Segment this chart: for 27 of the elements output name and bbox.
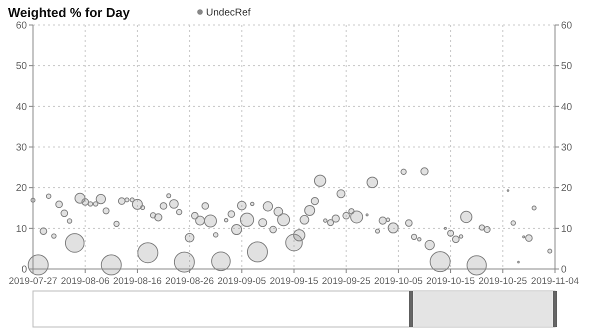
x-tick-label: 2019-08-16 (113, 276, 162, 287)
legend-label: UndecRef (206, 8, 251, 18)
y-tick-label: 50 (16, 61, 28, 72)
x-tick-label: 2019-10-15 (426, 276, 475, 287)
x-tick-label: 2019-11-04 (531, 276, 579, 287)
y2-tick-label: 50 (561, 61, 573, 72)
y-tick-label: 10 (16, 224, 28, 235)
y-tick-label: 30 (16, 142, 28, 154)
y-tick-label: 0 (21, 264, 28, 276)
y-tick-label: 20 (16, 183, 28, 194)
y2-tick-label: 60 (561, 20, 573, 32)
y2-tick-label: 0 (561, 264, 567, 276)
x-tick-label: 2019-09-15 (270, 276, 318, 287)
y2-tick-label: 20 (561, 183, 573, 194)
y-tick-label: 40 (16, 102, 28, 113)
x-tick-label: 2019-09-25 (322, 276, 371, 287)
y2-tick-label: 30 (561, 142, 573, 154)
x-tick-label: 2019-09-05 (217, 276, 266, 287)
x-tick-label: 2019-08-06 (60, 276, 110, 287)
x-tick-label: 2019-10-05 (374, 276, 423, 287)
y2-tick-label: 10 (561, 224, 573, 235)
y-tick-label: 60 (16, 20, 28, 32)
chart-title: Weighted % for Day (8, 5, 131, 20)
y2-tick-label: 40 (561, 102, 573, 113)
x-tick-label: 2019-08-26 (165, 276, 214, 287)
x-tick-label: 2019-07-27 (8, 276, 58, 287)
x-tick-label: 2019-10-25 (478, 276, 528, 287)
